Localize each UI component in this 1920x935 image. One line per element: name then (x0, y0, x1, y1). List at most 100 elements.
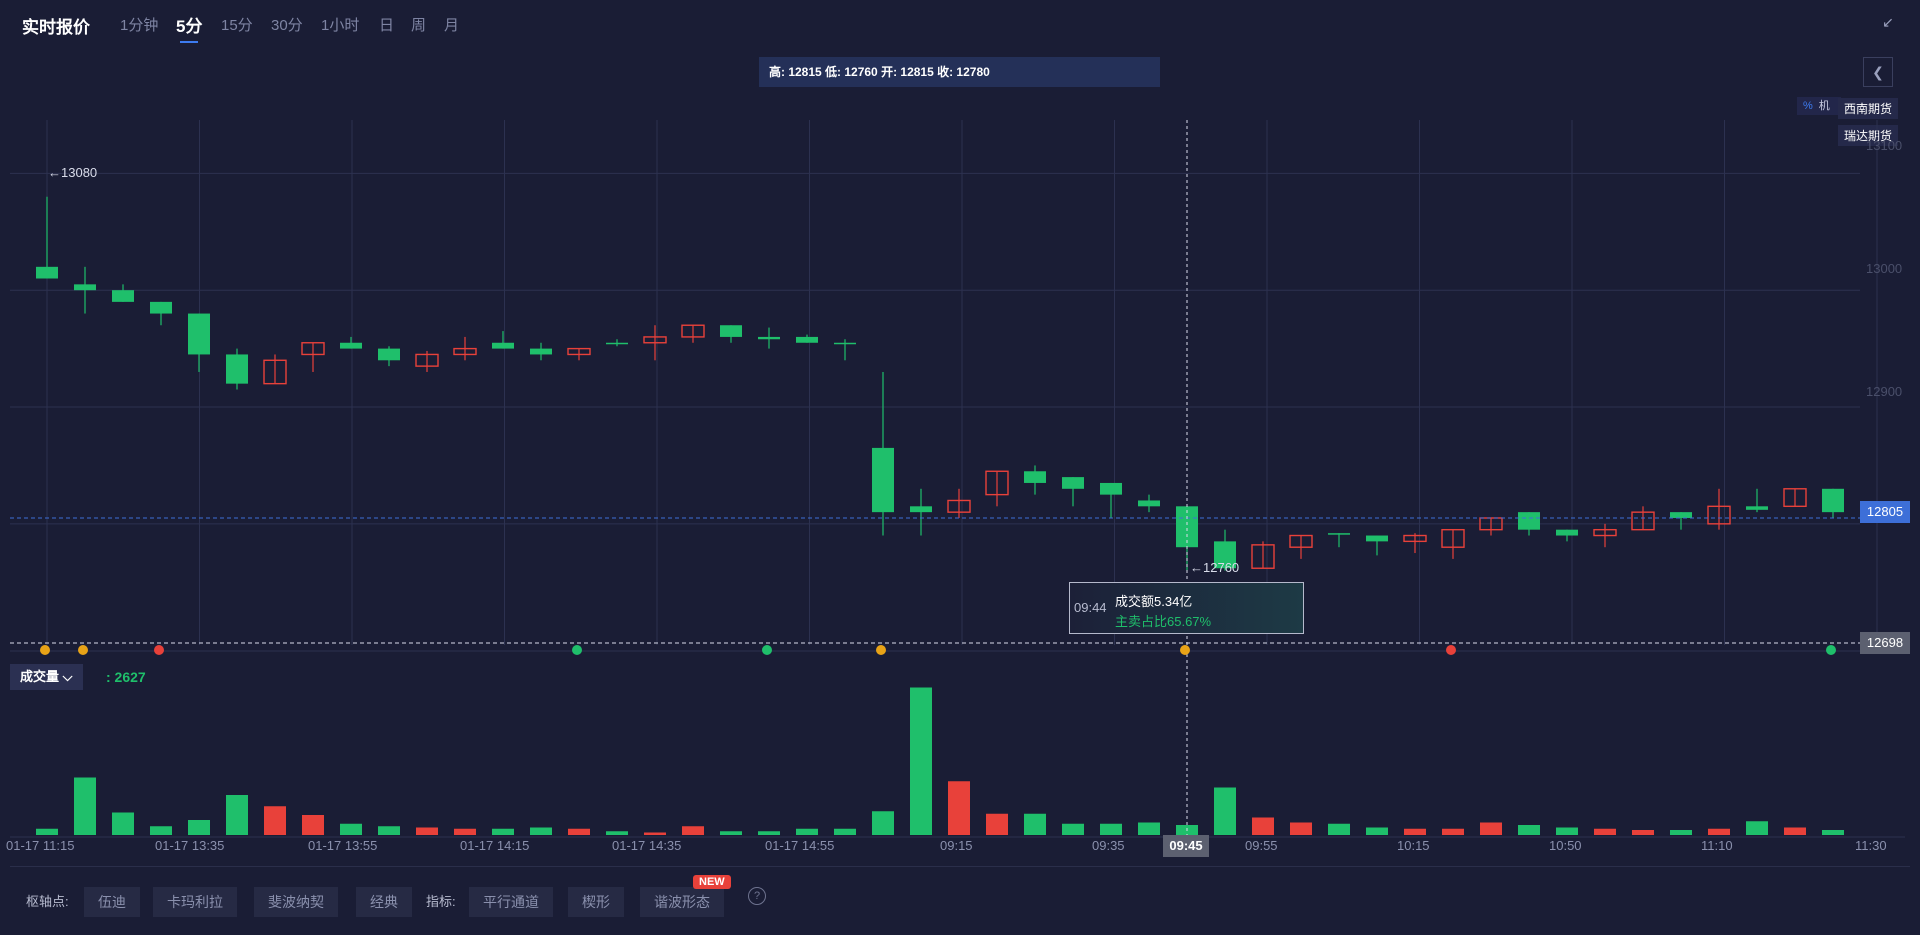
other-option[interactable]: 机 (1818, 100, 1830, 112)
candle-body (188, 313, 210, 355)
tab-day[interactable]: 日 (379, 17, 395, 34)
candle-body (1746, 506, 1768, 510)
candlestick-chart[interactable] (0, 95, 1920, 875)
high-annotation: ←13080 (48, 165, 98, 180)
candle-body (112, 290, 134, 302)
tab-month[interactable]: 月 (444, 17, 460, 34)
chevron-left-icon[interactable]: ❮ (1863, 57, 1893, 87)
candle-body (1328, 533, 1350, 535)
tab-1hour[interactable]: 1小时 (321, 17, 360, 34)
candle-body (758, 336, 780, 340)
wedge-button[interactable]: 楔形 (568, 887, 624, 917)
harmonic-pattern-button[interactable]: 谐波形态 (640, 887, 724, 917)
volume-bar (1746, 821, 1768, 835)
volume-bar (1708, 828, 1730, 835)
y-tick-label: 13000 (1866, 261, 1903, 276)
top-bar: 实时报价 1分钟 5分 15分 30分 1小时 日 周 月 ↙ (0, 0, 1920, 46)
pivot-classic-button[interactable]: 经典 (356, 887, 412, 917)
x-tick-label: 10:50 (1549, 838, 1582, 853)
volume-bar (1290, 822, 1312, 835)
volume-bar (1632, 830, 1654, 835)
hover-tooltip: 09:44 成交额5.34亿 主卖占比65.67% (1069, 582, 1304, 634)
volume-bar (530, 827, 552, 835)
volume-bar (454, 828, 476, 835)
candle-body (1403, 534, 1427, 543)
volume-bar (872, 811, 894, 835)
collapse-icon[interactable]: ↙ (1882, 14, 1894, 30)
candle-body (1100, 482, 1122, 495)
volume-value: : 2627 (106, 669, 146, 685)
current-price-tag: 12805 (1860, 501, 1910, 523)
pivot-camarilla-button[interactable]: 卡玛利拉 (153, 887, 237, 917)
tooltip-amount: 成交额5.34亿 (1115, 594, 1193, 609)
candle-body (1441, 528, 1465, 548)
volume-bar (1594, 828, 1616, 835)
candle-body (720, 325, 742, 337)
volume-bars (36, 687, 1844, 835)
candle-body (301, 342, 325, 356)
volume-bar (1556, 827, 1578, 835)
candle-body (834, 342, 856, 345)
volume-bar (1404, 828, 1426, 835)
parallel-channel-button[interactable]: 平行通道 (469, 887, 553, 917)
tooltip-time: 09:44 (1074, 600, 1107, 615)
candle-body (681, 324, 705, 338)
chart-overlay (10, 120, 1905, 840)
volume-bar (644, 832, 666, 835)
event-marker (1180, 645, 1190, 655)
tab-30min[interactable]: 30分 (271, 17, 303, 34)
volume-bar (1100, 823, 1122, 835)
pivot-fibonacci-button[interactable]: 斐波纳契 (254, 887, 338, 917)
tab-15min[interactable]: 15分 (221, 17, 253, 34)
volume-bar (1252, 817, 1274, 835)
percent-option[interactable]: % (1803, 100, 1813, 112)
volume-bar (188, 820, 210, 835)
candle-body (796, 336, 818, 343)
candle-body (606, 342, 628, 345)
candle-body (1024, 471, 1046, 483)
volume-bar (1784, 827, 1806, 835)
broker-label-2[interactable]: 瑞达期货 (1838, 125, 1899, 146)
volume-bar (416, 827, 438, 835)
candle-body (1289, 534, 1313, 548)
pivot-woodie-button[interactable]: 伍迪 (84, 887, 140, 917)
volume-bar (74, 777, 96, 835)
help-icon[interactable]: ? (748, 887, 766, 905)
candle-body (985, 470, 1009, 496)
tab-5min[interactable]: 5分 (176, 12, 202, 43)
volume-indicator-select[interactable]: 成交量 ⌵ (10, 664, 83, 690)
tooltip-ratio: 主卖占比65.67% (1115, 614, 1212, 629)
volume-bar (264, 806, 286, 835)
volume-bar (1442, 828, 1464, 835)
volume-bar (112, 812, 134, 835)
volume-bar (226, 795, 248, 835)
volume-bar (1366, 827, 1388, 835)
volume-bar (302, 815, 324, 835)
candle-body (340, 342, 362, 349)
broker-label-1[interactable]: 西南期货 (1838, 98, 1899, 119)
low-annotation: ←12760 (1190, 560, 1240, 575)
event-marker (78, 645, 88, 655)
x-tick-label: 11:10 (1701, 838, 1733, 853)
indicator-label: 指标: (426, 894, 456, 909)
tab-week[interactable]: 周 (411, 17, 427, 34)
volume-bar (986, 813, 1008, 835)
percent-toggle[interactable]: % 机 (1797, 97, 1841, 115)
volume-bar (1214, 787, 1236, 835)
tab-1min[interactable]: 1分钟 (120, 17, 159, 34)
volume-bar (606, 831, 628, 835)
new-badge: NEW (693, 875, 731, 889)
volume-bar (150, 826, 172, 835)
candle-body (1214, 541, 1236, 569)
candle-body (1518, 512, 1540, 530)
candle-body (150, 301, 172, 314)
candle-body (1593, 528, 1617, 537)
low-line-price-tag: 12698 (1860, 632, 1910, 654)
x-tick-label: 01-17 14:15 (460, 838, 530, 853)
chart-grid (10, 120, 1878, 645)
volume-bar (1062, 823, 1084, 835)
crosshair-time-tag: 09:45 (1163, 835, 1209, 857)
candle-body (947, 499, 971, 513)
volume-label: 成交量 (20, 669, 60, 684)
candle-body (1631, 511, 1655, 531)
